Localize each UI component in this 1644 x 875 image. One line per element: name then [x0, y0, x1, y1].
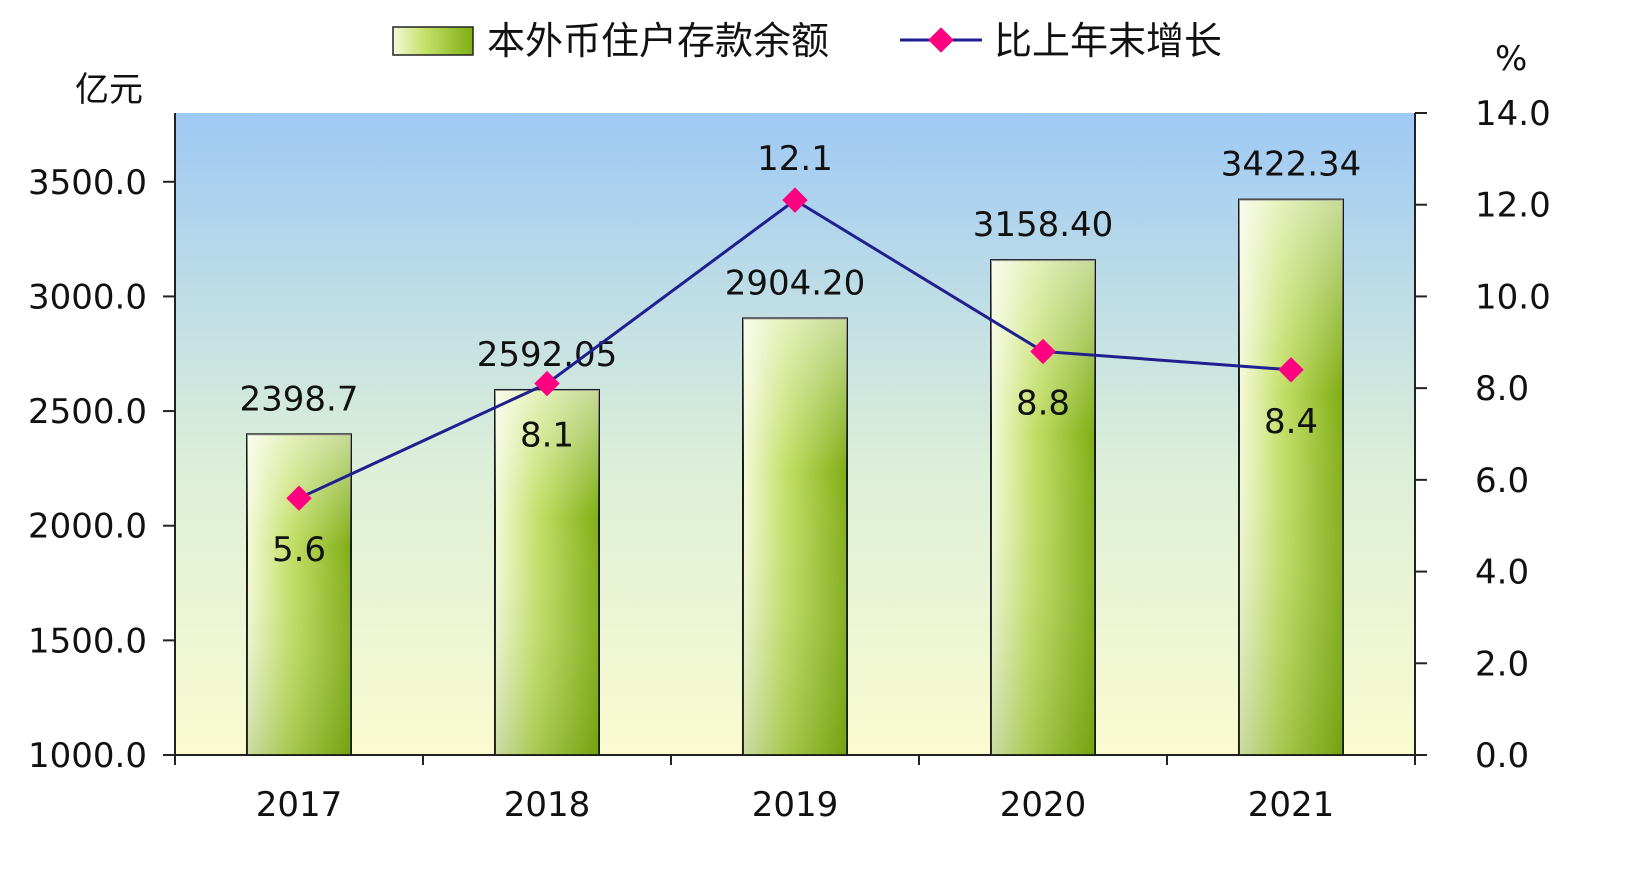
right-y-axis: 0.0 2.0 4.0 6.0 8.0 10.0 12.0 14.0	[1414, 94, 1551, 776]
line-value-label: 8.8	[1016, 383, 1070, 423]
bar-data-labels: 2398.7 2592.05 2904.20 3158.40 3422.34	[240, 145, 1362, 420]
right-axis-unit: %	[1495, 39, 1527, 79]
left-axis-tick-label: 3500.0	[28, 163, 147, 203]
legend-swatch-bar	[392, 26, 474, 56]
left-axis-tick-label: 3000.0	[28, 277, 147, 317]
line-point	[286, 485, 312, 511]
right-axis-tick-label: 2.0	[1475, 644, 1529, 684]
legend-label-line: 比上年末增长	[994, 19, 1222, 63]
x-axis-tick-label: 2020	[1000, 785, 1087, 825]
line-value-label: 8.1	[520, 416, 574, 456]
bar-value-label: 3422.34	[1221, 145, 1362, 185]
right-axis-tick-label: 6.0	[1475, 461, 1529, 501]
bar-series	[246, 198, 1344, 756]
right-axis-tick-label: 4.0	[1475, 553, 1529, 593]
bar-shade	[991, 260, 1095, 755]
left-axis-unit: 亿元	[75, 70, 143, 110]
line-series	[286, 187, 1304, 511]
line-value-label: 8.4	[1264, 402, 1318, 442]
line-value-label: 12.1	[757, 139, 833, 179]
legend: 本外币住户存款余额 比上年末增长	[392, 19, 1222, 63]
right-axis-tick-label: 14.0	[1475, 94, 1551, 134]
x-axis-tick-label: 2017	[256, 785, 343, 825]
left-axis-tick-label: 1500.0	[28, 621, 147, 661]
bar-value-label: 2398.7	[240, 379, 359, 419]
right-axis-tick-label: 12.0	[1475, 186, 1551, 226]
line-value-label: 5.6	[272, 530, 326, 570]
x-axis-tick-label: 2018	[504, 785, 591, 825]
bar-value-label: 2904.20	[725, 263, 866, 303]
left-axis-tick-label: 2000.0	[28, 507, 147, 547]
x-axis-tick-label: 2019	[752, 785, 839, 825]
line-data-labels: 5.6 8.1 12.1 8.8 8.4	[272, 139, 1318, 570]
x-axis: 2017 2018 2019 2020 2021	[174, 754, 1416, 825]
line-point	[534, 370, 560, 397]
bar-shade	[1239, 199, 1343, 755]
bar-shade	[495, 389, 599, 755]
left-y-axis: 1000.0 1500.0 2000.0 2500.0 3000.0 3500.0	[28, 113, 176, 776]
bar-value-label: 2592.05	[477, 335, 618, 375]
legend-label-bar: 本外币住户存款余额	[487, 19, 829, 63]
line-point	[782, 187, 808, 213]
bar-value-label: 3158.40	[973, 205, 1114, 245]
legend-swatch-marker	[928, 27, 954, 53]
right-axis-tick-label: 10.0	[1475, 277, 1551, 317]
right-axis-tick-label: 0.0	[1475, 736, 1529, 776]
right-axis-tick-label: 8.0	[1475, 369, 1529, 409]
left-axis-tick-label: 1000.0	[28, 736, 147, 776]
bar-shade	[743, 318, 847, 755]
legend-item-line: 比上年末增长	[900, 19, 1222, 63]
x-axis-tick-label: 2021	[1248, 785, 1335, 825]
legend-item-bar: 本外币住户存款余额	[392, 19, 829, 63]
left-axis-tick-label: 2500.0	[28, 392, 147, 432]
